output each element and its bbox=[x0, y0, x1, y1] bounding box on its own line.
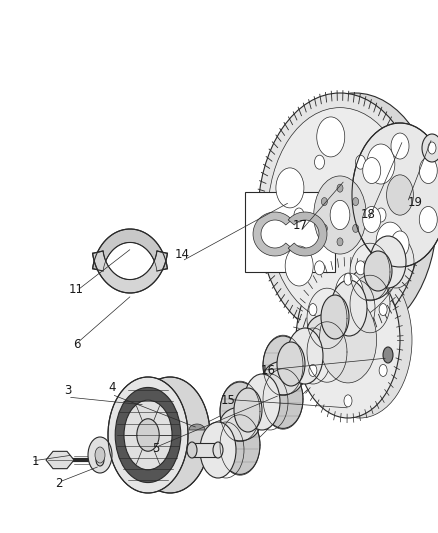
Polygon shape bbox=[92, 229, 167, 271]
Ellipse shape bbox=[88, 437, 112, 473]
Text: 1: 1 bbox=[32, 455, 39, 467]
Ellipse shape bbox=[391, 231, 409, 257]
Ellipse shape bbox=[108, 377, 188, 493]
Ellipse shape bbox=[387, 175, 413, 215]
Text: 11: 11 bbox=[69, 283, 84, 296]
Polygon shape bbox=[288, 212, 327, 256]
Ellipse shape bbox=[220, 382, 260, 441]
Ellipse shape bbox=[273, 93, 437, 337]
Ellipse shape bbox=[263, 369, 303, 429]
Ellipse shape bbox=[379, 365, 387, 376]
Ellipse shape bbox=[350, 244, 390, 300]
Ellipse shape bbox=[263, 361, 303, 395]
Ellipse shape bbox=[285, 246, 313, 286]
Ellipse shape bbox=[391, 133, 409, 159]
Ellipse shape bbox=[356, 155, 365, 169]
Ellipse shape bbox=[187, 442, 197, 458]
Text: 15: 15 bbox=[220, 394, 235, 407]
Polygon shape bbox=[46, 451, 74, 469]
Ellipse shape bbox=[356, 261, 365, 275]
Ellipse shape bbox=[130, 377, 210, 493]
Text: 6: 6 bbox=[73, 338, 81, 351]
Ellipse shape bbox=[294, 208, 304, 222]
Ellipse shape bbox=[335, 273, 363, 313]
Ellipse shape bbox=[314, 261, 325, 275]
Polygon shape bbox=[192, 443, 218, 457]
Ellipse shape bbox=[353, 224, 359, 232]
Ellipse shape bbox=[96, 454, 104, 466]
Ellipse shape bbox=[419, 206, 437, 232]
Ellipse shape bbox=[363, 158, 381, 183]
Ellipse shape bbox=[95, 447, 105, 463]
Ellipse shape bbox=[296, 262, 400, 418]
Text: 3: 3 bbox=[64, 384, 71, 397]
Ellipse shape bbox=[370, 236, 406, 288]
Ellipse shape bbox=[350, 268, 390, 300]
Text: 17: 17 bbox=[293, 219, 307, 232]
Ellipse shape bbox=[307, 322, 347, 382]
Ellipse shape bbox=[321, 224, 327, 232]
Ellipse shape bbox=[115, 387, 181, 482]
Polygon shape bbox=[189, 424, 205, 430]
Ellipse shape bbox=[307, 314, 347, 348]
Bar bbox=[245, 192, 335, 272]
Ellipse shape bbox=[321, 295, 349, 339]
Ellipse shape bbox=[363, 206, 381, 232]
Text: 2: 2 bbox=[55, 477, 63, 490]
Ellipse shape bbox=[276, 168, 304, 208]
Text: 19: 19 bbox=[407, 196, 422, 209]
Ellipse shape bbox=[200, 422, 236, 478]
Ellipse shape bbox=[337, 184, 343, 192]
Ellipse shape bbox=[379, 304, 387, 316]
Ellipse shape bbox=[330, 200, 350, 230]
Ellipse shape bbox=[213, 442, 223, 458]
Ellipse shape bbox=[244, 374, 280, 430]
Ellipse shape bbox=[353, 198, 359, 206]
Ellipse shape bbox=[376, 208, 386, 222]
Polygon shape bbox=[92, 251, 167, 293]
Text: 4: 4 bbox=[108, 382, 116, 394]
Ellipse shape bbox=[428, 142, 436, 154]
Ellipse shape bbox=[314, 176, 366, 254]
Text: 18: 18 bbox=[360, 208, 375, 221]
Ellipse shape bbox=[263, 336, 303, 395]
Ellipse shape bbox=[309, 304, 317, 316]
Ellipse shape bbox=[308, 262, 412, 418]
Ellipse shape bbox=[220, 407, 260, 441]
Ellipse shape bbox=[364, 251, 392, 291]
Ellipse shape bbox=[268, 108, 412, 322]
Ellipse shape bbox=[376, 222, 404, 262]
Ellipse shape bbox=[319, 297, 377, 383]
Ellipse shape bbox=[383, 347, 393, 363]
Ellipse shape bbox=[321, 198, 327, 206]
Ellipse shape bbox=[307, 289, 347, 348]
Ellipse shape bbox=[220, 416, 260, 474]
Ellipse shape bbox=[124, 400, 172, 470]
Ellipse shape bbox=[344, 395, 352, 407]
Ellipse shape bbox=[287, 328, 323, 384]
Ellipse shape bbox=[344, 273, 352, 285]
Ellipse shape bbox=[234, 388, 262, 432]
Ellipse shape bbox=[350, 276, 390, 332]
Text: 14: 14 bbox=[174, 248, 189, 261]
Ellipse shape bbox=[331, 280, 367, 336]
Ellipse shape bbox=[422, 134, 438, 162]
Ellipse shape bbox=[309, 365, 317, 376]
Ellipse shape bbox=[367, 144, 395, 184]
Polygon shape bbox=[253, 212, 292, 256]
Ellipse shape bbox=[277, 342, 305, 386]
Text: 16: 16 bbox=[261, 364, 276, 377]
Ellipse shape bbox=[352, 123, 438, 267]
Ellipse shape bbox=[314, 155, 325, 169]
Ellipse shape bbox=[258, 93, 422, 337]
Text: 5: 5 bbox=[152, 442, 159, 455]
Ellipse shape bbox=[337, 238, 343, 246]
Ellipse shape bbox=[317, 117, 345, 157]
Ellipse shape bbox=[137, 419, 159, 451]
Ellipse shape bbox=[419, 158, 437, 183]
